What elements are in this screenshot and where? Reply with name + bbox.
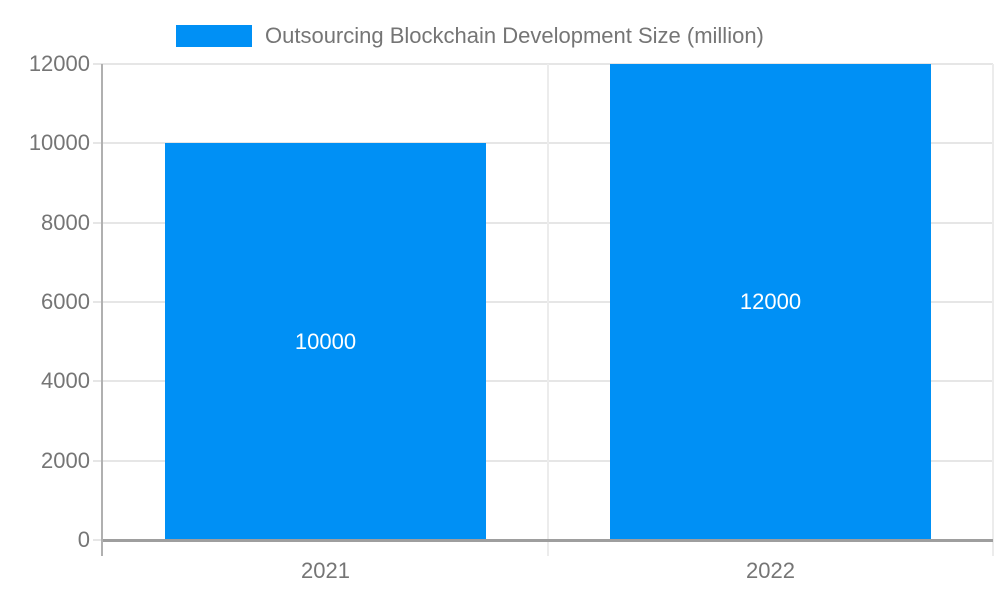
bar-value-label: 12000	[739, 289, 802, 314]
y-axis-label: 2000	[41, 447, 90, 473]
x-axis-label: 2022	[746, 558, 795, 583]
legend-swatch	[176, 25, 252, 47]
category-boundary-line	[547, 64, 549, 556]
y-axis-tick	[93, 539, 103, 541]
x-axis-line	[103, 539, 993, 542]
y-axis-label: 6000	[41, 289, 90, 314]
bar-value-label: 10000	[294, 328, 357, 354]
chart-legend[interactable]: Outsourcing Blockchain Development Size …	[176, 23, 764, 49]
x-axis-label: 2021	[301, 558, 350, 583]
y-axis-tick	[93, 459, 103, 462]
y-axis-label: 8000	[41, 209, 90, 235]
y-axis-label: 0	[77, 527, 90, 552]
y-axis-tick	[93, 301, 103, 303]
bar-2022[interactable]: 12000	[610, 64, 931, 540]
y-axis-label: 4000	[41, 368, 90, 394]
y-axis-tick	[93, 142, 103, 145]
y-axis-tick	[93, 221, 103, 224]
y-axis-tick	[93, 63, 103, 65]
category-boundary-line	[992, 64, 994, 556]
bar-2021[interactable]: 10000	[165, 143, 486, 540]
y-axis-label: 12000	[28, 51, 90, 76]
y-axis-tick	[93, 380, 103, 383]
y-axis-label: 10000	[28, 130, 90, 156]
y-axis-line	[101, 64, 103, 556]
legend-label: Outsourcing Blockchain Development Size …	[265, 23, 764, 48]
plot-area: 10000 12000	[103, 63, 994, 556]
